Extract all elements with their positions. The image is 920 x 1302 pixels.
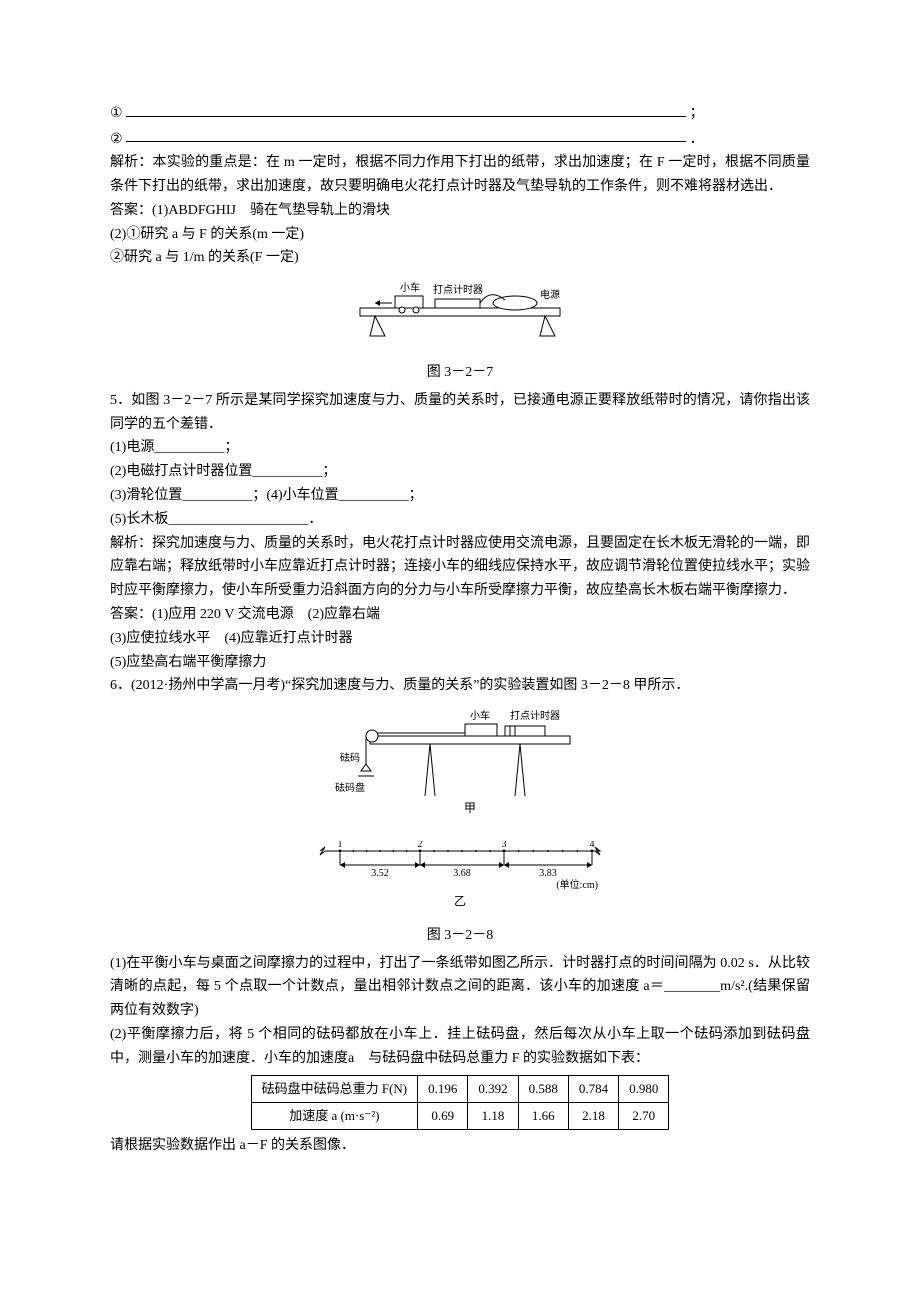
apparatus-diagram-1-icon: 小车 打点计时器 电源 (340, 278, 580, 348)
table-row: 砝码盘中砝码总重力 F(N) 0.196 0.392 0.588 0.784 0… (251, 1075, 669, 1102)
svg-text:4: 4 (590, 841, 595, 850)
fill-line-2: ② ． (110, 126, 810, 152)
blank-1 (126, 100, 686, 117)
svg-text:电源: 电源 (540, 288, 560, 301)
q6-tail: 请根据实验数据作出 a－F 的关系图像． (110, 1134, 810, 1158)
q6-1: (1)在平衡小车与桌面之间摩擦力的过程中，打出了一条纸带如图乙所示．计时器打点的… (110, 952, 810, 1023)
svg-text:(单位:cm): (单位:cm) (556, 878, 598, 891)
table-cell: 0.196 (418, 1075, 468, 1102)
svg-text:3.83: 3.83 (539, 868, 557, 879)
q5-5: (5)长木板____________________． (110, 508, 810, 532)
label-1: ① (110, 106, 123, 121)
data-table: 砝码盘中砝码总重力 F(N) 0.196 0.392 0.588 0.784 0… (251, 1075, 670, 1130)
answer2-line1: 答案：(1)应用 220 V 交流电源 (2)应靠右端 (110, 603, 810, 627)
tape-diagram-icon: 1 2 3 4 3.52 3.68 3.83 (单位:cm) 乙 (310, 841, 610, 911)
table-cell: 0.69 (418, 1102, 468, 1129)
svg-text:小车: 小车 (400, 281, 420, 294)
q5-1: (1)电源__________； (110, 436, 810, 460)
figure-3-2-8-jia: 砝码 砝码盘 小车 打点计时器 甲 (110, 706, 810, 825)
apparatus-diagram-2-icon: 砝码 砝码盘 小车 打点计时器 甲 (330, 706, 590, 816)
table-row: 加速度 a (m·s⁻²) 0.69 1.18 1.66 2.18 2.70 (251, 1102, 669, 1129)
label-2: ② (110, 131, 123, 146)
svg-text:甲: 甲 (464, 801, 476, 815)
q5-3-4: (3)滑轮位置__________；(4)小车位置__________； (110, 484, 810, 508)
answer2-line2: (3)应使拉线水平 (4)应靠近打点计时器 (110, 627, 810, 651)
table-cell: 0.392 (468, 1075, 518, 1102)
svg-text:2: 2 (418, 841, 423, 850)
fill-line-1: ① ； (110, 100, 810, 126)
figure-3-2-8-yi: 1 2 3 4 3.52 3.68 3.83 (单位:cm) 乙 (110, 841, 810, 920)
q5-stem: 5．如图 3－2－7 所示是某同学探究加速度与力、质量的关系时，已接通电源正要释… (110, 389, 810, 437)
svg-text:1: 1 (338, 841, 343, 850)
svg-text:小车: 小车 (470, 709, 490, 722)
figure-3-2-7: 小车 打点计时器 电源 (110, 278, 810, 357)
answer1-line2: (2)①研究 a 与 F 的关系(m 一定) (110, 223, 810, 247)
table-cell: 0.588 (518, 1075, 568, 1102)
svg-text:3.52: 3.52 (371, 868, 389, 879)
answer2-line3: (5)应垫高右端平衡摩擦力 (110, 651, 810, 675)
analysis-1: 解析：本实验的重点是：在 m 一定时，根据不同力作用下打出的纸带，求出加速度；在… (110, 151, 810, 199)
q5-2: (2)电磁打点计时器位置__________； (110, 460, 810, 484)
table-cell: 2.70 (619, 1102, 669, 1129)
svg-text:砝码盘: 砝码盘 (335, 781, 365, 794)
answer1-line1: 答案：(1)ABDFGHIJ 骑在气垫导轨上的滑块 (110, 199, 810, 223)
q6-2: (2)平衡摩擦力后，将 5 个相同的砝码都放在小车上．挂上砝码盘，然后每次从小车… (110, 1023, 810, 1071)
svg-text:3.68: 3.68 (453, 868, 471, 879)
figure-3-2-7-caption: 图 3－2－7 (110, 361, 810, 385)
table-cell: 1.66 (518, 1102, 568, 1129)
blank-2 (126, 126, 686, 143)
table-header-F: 砝码盘中砝码总重力 F(N) (251, 1075, 418, 1102)
svg-text:打点计时器: 打点计时器 (510, 709, 560, 722)
table-cell: 1.18 (468, 1102, 518, 1129)
q6-stem: 6．(2012·扬州中学高一月考)“探究加速度与力、质量的关系”的实验装置如图 … (110, 674, 810, 698)
table-header-a: 加速度 a (m·s⁻²) (251, 1102, 418, 1129)
suffix-1: ； (690, 106, 704, 121)
svg-text:打点计时器: 打点计时器 (433, 283, 483, 296)
svg-text:乙: 乙 (454, 894, 466, 908)
answer1-line3: ②研究 a 与 1/m 的关系(F 一定) (110, 246, 810, 270)
svg-text:砝码: 砝码 (340, 751, 360, 764)
suffix-2: ． (690, 131, 704, 146)
svg-text:3: 3 (502, 841, 507, 850)
figure-3-2-8-caption: 图 3－2－8 (110, 924, 810, 948)
table-cell: 0.980 (619, 1075, 669, 1102)
table-cell: 2.18 (568, 1102, 618, 1129)
table-cell: 0.784 (568, 1075, 618, 1102)
analysis-2: 解析：探究加速度与力、质量的关系时，电火花打点计时器应使用交流电源，且要固定在长… (110, 532, 810, 603)
